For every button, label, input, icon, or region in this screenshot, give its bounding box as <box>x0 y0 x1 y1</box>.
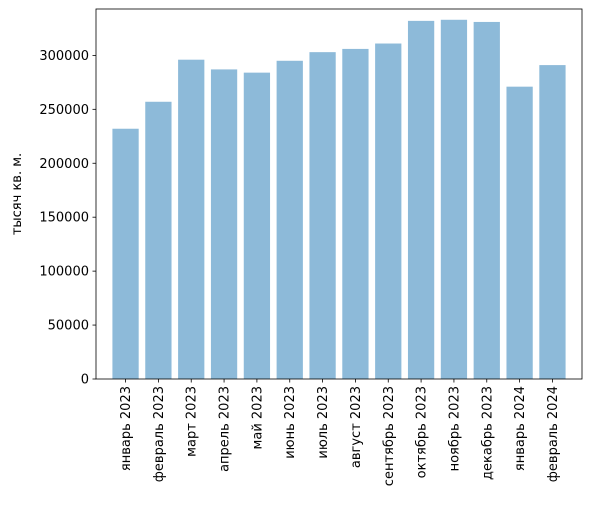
x-tick-label: декабрь 2023 <box>480 386 495 480</box>
bar <box>539 65 566 379</box>
y-tick-label: 50000 <box>48 319 89 334</box>
y-tick-label: 100000 <box>39 265 89 280</box>
x-tick-label: март 2023 <box>185 386 200 457</box>
bar <box>407 20 435 380</box>
x-tick-label: июнь 2023 <box>283 386 298 459</box>
bar <box>473 21 500 379</box>
bar <box>506 86 533 380</box>
x-tick-label: январь 2024 <box>513 386 528 471</box>
y-axis-ticks: 0 50000 100000 150000 200000 250000 300000 <box>39 49 96 388</box>
x-tick-label: февраль 2024 <box>546 386 561 482</box>
bar <box>309 52 336 380</box>
bar <box>440 19 468 380</box>
x-tick-label: ноябрь 2023 <box>447 386 462 471</box>
bar <box>178 59 205 379</box>
x-tick-label: октябрь 2023 <box>415 386 430 478</box>
y-tick-label: 250000 <box>39 103 89 118</box>
x-tick-label: август 2023 <box>349 386 364 468</box>
y-tick-label: 150000 <box>39 211 89 226</box>
bar <box>375 43 402 379</box>
x-tick-label: май 2023 <box>250 386 265 449</box>
y-tick-label: 300000 <box>39 49 89 64</box>
x-tick-label: сентябрь 2023 <box>382 386 397 486</box>
y-tick-label: 200000 <box>39 157 89 172</box>
x-tick-label: январь 2023 <box>119 386 134 471</box>
bar <box>145 101 172 379</box>
y-axis-label: тысяч кв. м. <box>10 153 25 235</box>
bar <box>210 69 238 379</box>
bar <box>276 60 303 379</box>
bar <box>342 48 369 379</box>
x-tick-label: июль 2023 <box>316 386 331 459</box>
y-tick-label: 0 <box>81 373 89 388</box>
bars-group <box>112 19 566 380</box>
bar <box>243 72 271 379</box>
bar <box>112 128 139 379</box>
x-tick-label: апрель 2023 <box>218 386 233 472</box>
x-tick-label: февраль 2023 <box>152 386 167 482</box>
plot-frame <box>95 8 583 380</box>
x-axis-ticks: январь 2023 февраль 2023 март 2023 апрель 2… <box>119 379 561 486</box>
